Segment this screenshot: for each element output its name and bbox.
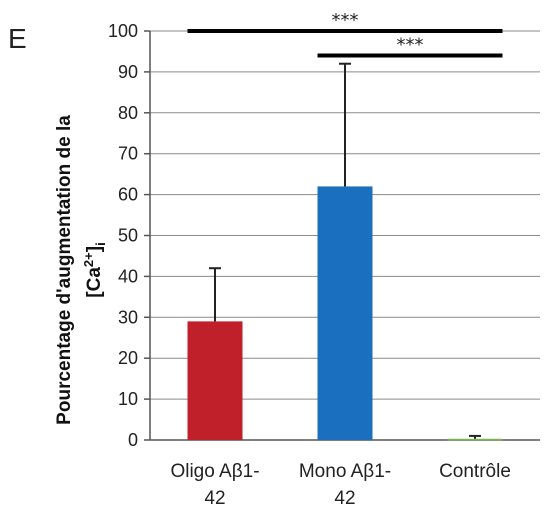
x-category-label: Oligo Aβ1-: [170, 461, 259, 482]
y-tick-label: 30: [118, 307, 138, 327]
y-tick-label: 100: [108, 21, 138, 41]
y-tick-label: 10: [118, 389, 138, 409]
y-tick-label: 40: [118, 266, 138, 286]
y-tick-label: 60: [118, 185, 138, 205]
y-tick-label: 70: [118, 144, 138, 164]
x-category-label-line2: 42: [334, 488, 355, 509]
significance-label: ***: [332, 10, 359, 31]
y-tick-label: 90: [118, 62, 138, 82]
y-axis-label-line2: [Ca2+]i: [81, 242, 108, 297]
y-tick-label: 50: [118, 226, 138, 246]
y-axis-label-line1: Pourcentage d'augmentation de la: [54, 115, 75, 425]
x-category-label-line2: 42: [204, 488, 225, 509]
panel-label: E: [8, 23, 27, 54]
x-category-label: Mono Aβ1-: [299, 461, 391, 482]
y-tick-label: 80: [118, 103, 138, 123]
significance-markers: *** ***: [187, 10, 503, 58]
y-tick-label: 20: [118, 348, 138, 368]
y-tick-label: 0: [128, 430, 138, 450]
bar: [447, 438, 503, 441]
bars: [187, 186, 503, 441]
bar: [317, 186, 373, 440]
error-bars: [209, 62, 481, 439]
significance-label: ***: [397, 35, 424, 56]
x-category-label: Contrôle: [439, 461, 511, 482]
x-axis-categories: Oligo Aβ1- 42 Mono Aβ1- 42 Contrôle: [170, 461, 510, 509]
y-axis-label: Pourcentage d'augmentation de la [Ca2+]i: [54, 115, 108, 425]
bar: [187, 321, 243, 440]
